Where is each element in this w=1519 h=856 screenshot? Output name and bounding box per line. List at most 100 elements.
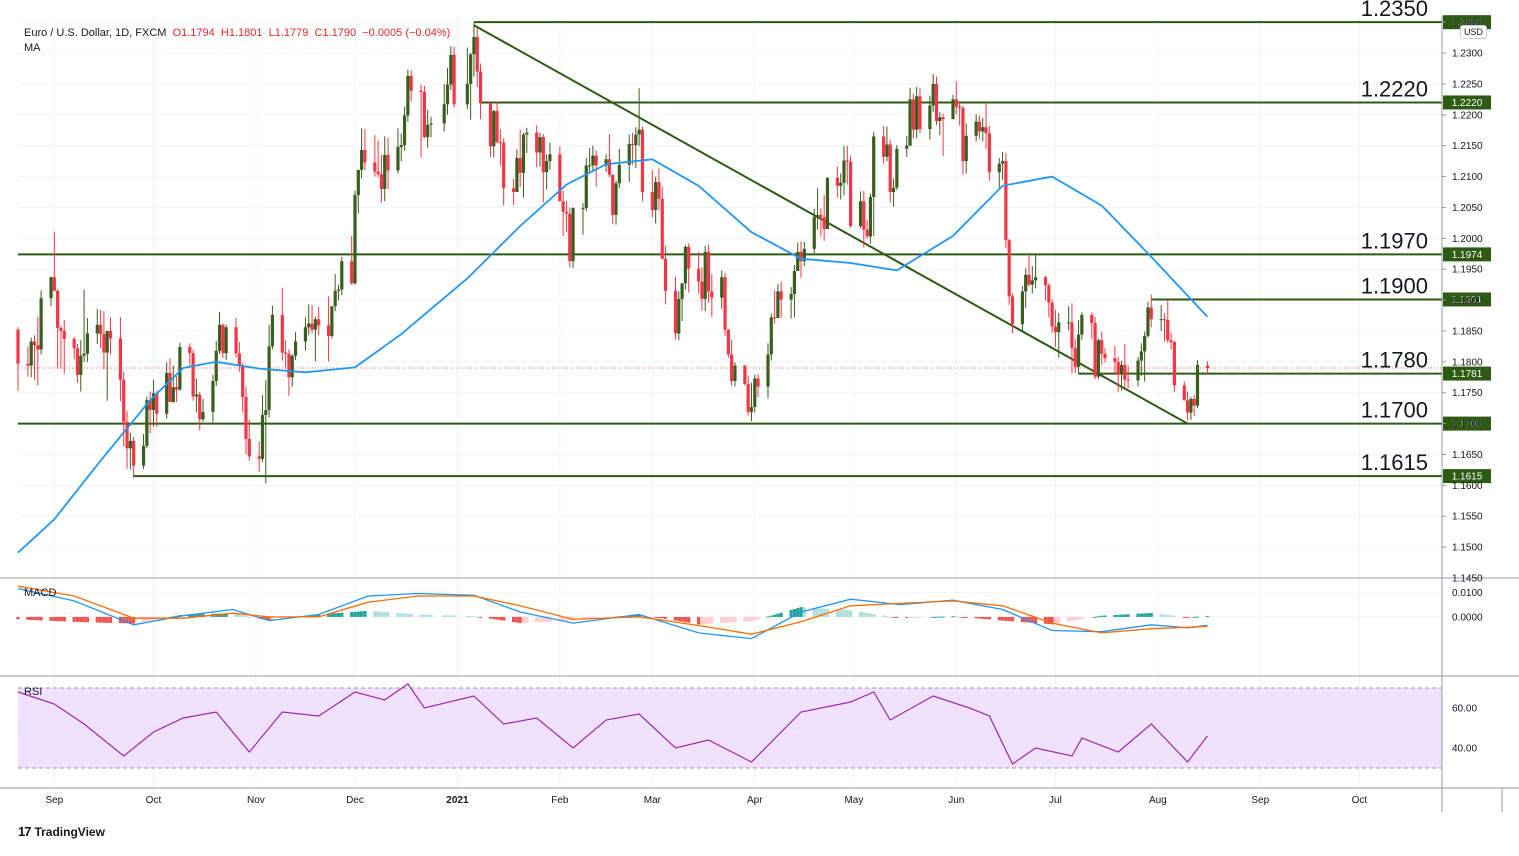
macd-histogram-bar [373,611,377,617]
macd-histogram-bar [918,616,922,618]
candle-down [132,440,136,466]
macd-histogram-bar [634,614,638,617]
macd-histogram-bar [792,608,797,617]
candle-up [1096,340,1100,377]
macd-tick-label: 0.0100 [1452,588,1483,599]
candle-down [1149,307,1153,320]
x-tick-label: Sep [45,795,63,806]
candle-up [399,145,403,147]
candle-up [895,148,899,188]
tradingview-logo[interactable]: 17 TradingView [18,824,105,839]
y-tick-label: 1.1550 [1452,512,1483,523]
macd-histogram-bar [326,613,331,617]
candle-up [548,154,552,162]
macd-histogram-bar [108,616,113,623]
macd-histogram-bar [934,616,939,618]
y-tick-label: 1.2200 [1452,110,1483,121]
candle-down [773,317,777,319]
candle-down [478,71,483,104]
candle-up [1143,335,1147,352]
macd-histogram-bar [429,614,433,617]
macd-histogram-bar [974,616,978,619]
candle-down [32,341,37,346]
level-label: 1.1900 [1361,273,1428,298]
candle-down [630,143,635,146]
macd-histogram-bar [168,616,172,618]
candle-up [194,394,199,397]
candle-down [1113,358,1117,362]
macd-title[interactable]: MACD [24,587,57,599]
candle-down [363,150,367,163]
macd-histogram-bar [402,613,407,617]
rsi-title[interactable]: RSI [24,686,43,698]
macd-histogram-bar [584,616,588,620]
candle-down [317,319,321,326]
y-tick-label: 1.1500 [1452,543,1483,554]
y-tick-label: 1.2000 [1452,234,1483,245]
candle-down [419,90,423,92]
macd-histogram-bar [954,616,958,618]
candle-up [303,327,308,342]
macd-histogram-bar [1073,616,1077,621]
trendlines [473,24,1189,425]
candle-up [171,387,175,402]
macd-histogram-bar [845,610,849,617]
candle-down [155,393,159,414]
macd-histogram-bar [330,613,334,617]
candle-down [611,174,615,215]
macd-histogram-bar [376,611,380,617]
candle-up [703,251,707,299]
macd-histogram-bar [637,614,641,617]
candle-up [908,99,912,146]
candle-up [617,164,621,184]
x-tick-label: Dec [346,795,364,806]
macd-histogram-bar [1103,615,1107,617]
macd-histogram-bar [224,613,228,617]
macd-histogram-bar [796,608,800,617]
macd-histogram-bar [891,616,896,618]
candle-up [749,406,754,412]
macd-histogram-bar [812,607,816,617]
candle-down [168,372,172,402]
macd-histogram-bar [194,614,199,617]
rsi-line [17,683,1208,765]
price-tag-label: 1.2220 [1452,98,1483,109]
candle-down [743,365,747,385]
candle-up [217,324,222,351]
macd-histogram-bar [660,616,664,619]
candle-up [964,135,968,162]
candle-down [746,384,750,412]
macd-histogram-bar [284,616,288,619]
candle-down [958,106,962,109]
macd-histogram-bar [1010,616,1015,622]
macd-histogram-bar [125,616,129,624]
candle-up [683,246,687,284]
candle-down [1047,285,1051,303]
macd-histogram-bar [49,616,53,621]
macd-histogram-bar [1093,616,1097,618]
candle-up [469,54,473,84]
candle-up [1119,364,1124,375]
macd-histogram-bar [720,616,724,624]
candle-down [723,277,727,330]
candle-up [95,324,99,334]
candle-up [39,298,43,350]
indicator-label[interactable]: MA [24,42,41,54]
candle-down [862,201,866,230]
candle-down [241,365,245,398]
currency-button[interactable]: USD [1460,25,1488,39]
macd-histogram-bar [888,616,892,618]
close-value: C1.1790 [314,27,357,39]
signal-line [17,585,1208,635]
macd-line [17,587,1208,640]
candle-up [766,354,770,387]
candle-down [1182,385,1186,401]
candle-down [1090,314,1094,323]
macd-histogram-bar [766,616,770,618]
symbol-name: Euro / U.S. Dollar, 1D, FXCM [24,27,167,39]
macd-histogram-bar [561,616,565,622]
macd-histogram-bar [244,615,248,617]
macd-histogram-bar [981,616,985,619]
macd-histogram-bar [191,614,195,617]
